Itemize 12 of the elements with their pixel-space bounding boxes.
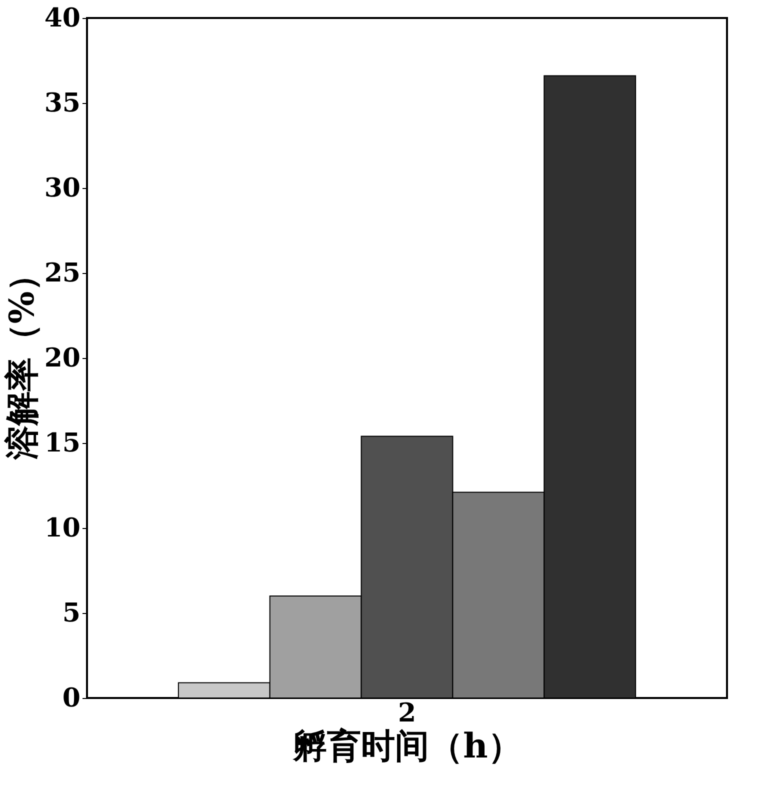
y-tick-label: 5 — [62, 598, 80, 628]
y-tick-label: 20 — [44, 344, 80, 374]
x-axis-title: 孵育时间（h） — [292, 726, 522, 766]
y-axis-title: 溶解率（%） — [2, 257, 42, 461]
y-tick-label: 30 — [44, 174, 80, 204]
y-tick-label: 35 — [44, 88, 80, 118]
y-tick-label: 0 — [62, 684, 80, 714]
x-tick-label: 2 — [398, 698, 416, 728]
y-tick-label: 10 — [44, 514, 80, 544]
y-tick-label: 15 — [44, 428, 80, 458]
y-tick-label: 25 — [44, 258, 80, 288]
y-tick-label: 40 — [44, 4, 80, 34]
